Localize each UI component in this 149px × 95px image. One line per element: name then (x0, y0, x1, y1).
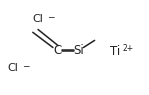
Text: Ti: Ti (110, 45, 121, 58)
Text: 2+: 2+ (123, 44, 134, 53)
Text: −: − (47, 12, 54, 21)
Text: Cl: Cl (7, 63, 18, 73)
Text: Cl: Cl (33, 14, 44, 24)
Text: C: C (53, 44, 62, 57)
Text: Si: Si (73, 44, 84, 57)
Text: −: − (22, 62, 29, 70)
